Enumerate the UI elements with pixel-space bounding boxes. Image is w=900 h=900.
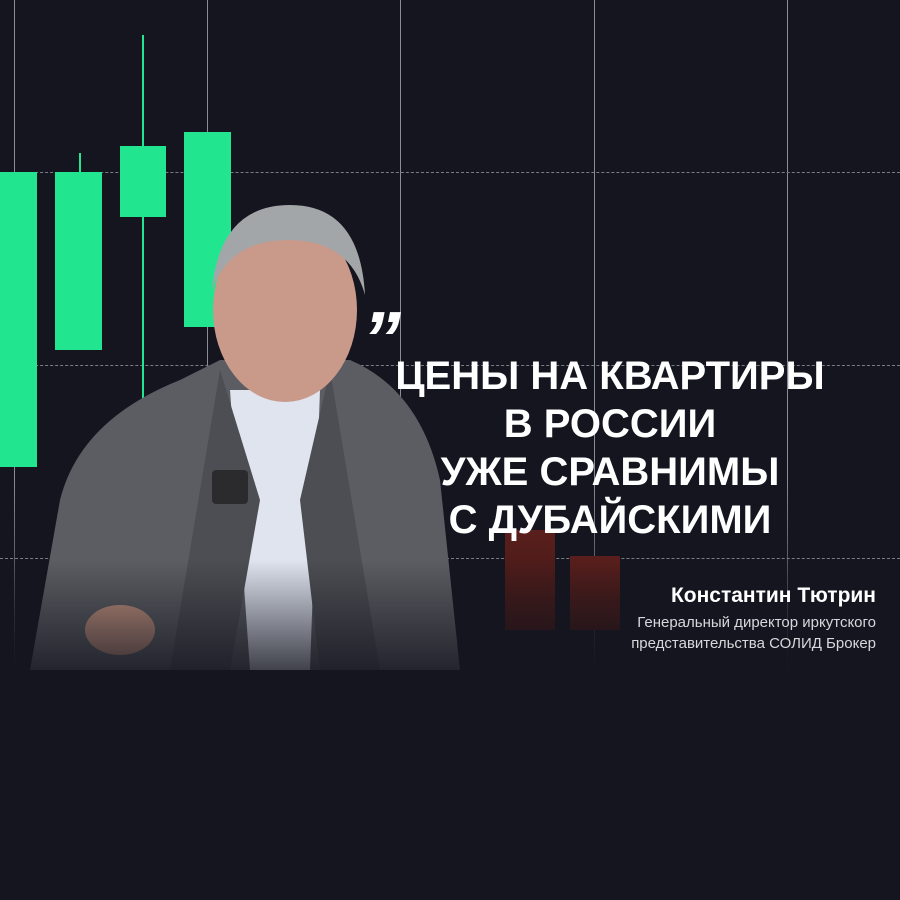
candle-up (120, 146, 166, 217)
speaker-name: Константин Тютрин (670, 584, 876, 607)
grid-dashed-line (0, 558, 900, 559)
quote-line: С ДУБАЙСКИМИ (448, 498, 772, 542)
candle-up (55, 172, 102, 350)
candle-wick (142, 35, 144, 565)
speaker-role-line: Генеральный директор иркутского (637, 614, 876, 631)
quote-headline: ЦЕНЫ НА КВАРТИРЫ В РОССИИ УЖЕ СРАВНИМЫ С… (360, 352, 860, 544)
speaker-role: Генеральный директор иркутского представ… (631, 612, 876, 654)
bottom-fade (0, 560, 900, 700)
quote-line: ЦЕНЫ НА КВАРТИРЫ (395, 354, 825, 398)
grid-line (594, 0, 595, 680)
quote-line: В РОССИИ (503, 402, 717, 446)
grid-line (207, 0, 208, 680)
candle-up (0, 172, 37, 467)
quote-line: УЖЕ СРАВНИМЫ (440, 450, 780, 494)
grid-line (787, 0, 788, 680)
grid-dashed-line (0, 365, 900, 366)
candle-wick (79, 153, 81, 173)
speaker-role-line: представительства СОЛИД Брокер (631, 635, 876, 652)
grid-dashed-line (0, 172, 900, 173)
quote-mark-icon: ” (362, 295, 401, 383)
grid-line (400, 0, 401, 680)
